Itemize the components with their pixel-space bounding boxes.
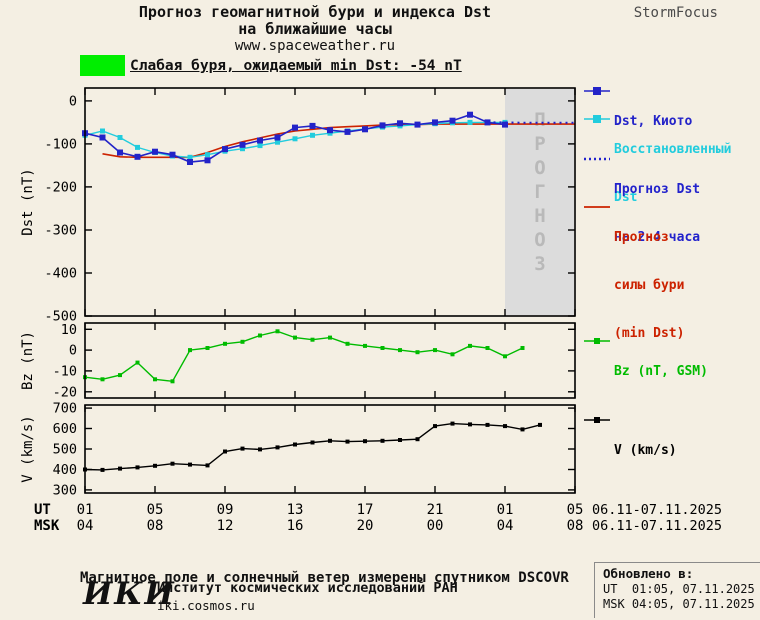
svg-text:04: 04 xyxy=(77,518,94,534)
svg-text:300: 300 xyxy=(53,482,77,498)
svg-text:О: О xyxy=(534,157,545,179)
legend-entry-dst-forecast: Прогноз Dst на 2-4 часа xyxy=(584,150,700,278)
updated-title: Обновлено в: xyxy=(603,566,694,581)
svg-text:05: 05 xyxy=(147,502,164,518)
svg-text:13: 13 xyxy=(287,502,304,518)
legend-entry-bz: Bz (nT, GSM) xyxy=(584,332,708,412)
legend-marker-v-icon xyxy=(584,417,610,423)
iki-logo: ИКИ xyxy=(83,576,176,612)
legend-marker-dst-restored-icon xyxy=(584,115,610,123)
legend-label: Прогноз Dst xyxy=(614,182,701,197)
data-source-note: Магнитное поле и солнечный ветер измерен… xyxy=(80,535,569,620)
svg-text:З: З xyxy=(534,253,545,275)
svg-text:-10: -10 xyxy=(53,363,77,379)
svg-text:Bz (nT): Bz (nT) xyxy=(20,331,36,390)
svg-text:0: 0 xyxy=(69,343,77,359)
page-title: Прогноз геомагнитной бури и индекса Dst … xyxy=(20,4,610,55)
svg-text:500: 500 xyxy=(53,442,77,458)
svg-text:17: 17 xyxy=(357,502,374,518)
svg-text:04: 04 xyxy=(497,518,514,534)
svg-text:20: 20 xyxy=(357,518,374,534)
updated-msk: MSK 04:05, 07.11.2025 xyxy=(603,597,755,611)
svg-text:08: 08 xyxy=(147,518,164,534)
svg-text:16: 16 xyxy=(287,518,304,534)
legend-label: V (km/s) xyxy=(614,443,677,458)
legend-label: Dst, Киото xyxy=(614,114,693,129)
spaceweather-link[interactable]: www.spaceweather.ru xyxy=(234,38,396,54)
legend-label: (min Dst) xyxy=(614,326,685,341)
institute-name: Институт космических исследований РАН xyxy=(157,580,458,596)
legend-label: Bz (nT, GSM) xyxy=(614,364,708,379)
svg-text:П: П xyxy=(534,109,545,131)
svg-text:-300: -300 xyxy=(44,223,77,239)
storm-level-swatch xyxy=(80,55,125,76)
svg-text:06.11-07.11.2025: 06.11-07.11.2025 xyxy=(592,502,722,518)
svg-text:MSK: MSK xyxy=(34,518,60,534)
svg-text:V (km/s): V (km/s) xyxy=(20,415,36,482)
brand-label: StormFocus xyxy=(633,5,718,21)
legend-marker-dst-forecast-icon xyxy=(584,157,610,161)
legend-entry-storm-forecast: Прогноз силы бури (min Dst) xyxy=(584,198,684,374)
legend-marker-bz-icon xyxy=(584,338,610,344)
svg-text:01: 01 xyxy=(497,502,514,518)
legend-marker-storm-forecast-icon xyxy=(584,206,610,208)
legend-label: Восстановленный xyxy=(614,142,732,157)
updated-ut: UT 01:05, 07.11.2025 xyxy=(603,582,755,596)
svg-text:06.11-07.11.2025: 06.11-07.11.2025 xyxy=(592,518,722,534)
svg-text:10: 10 xyxy=(61,322,77,338)
legend-entry-dst-restored: Восстановленный Dst xyxy=(584,110,731,238)
legend-label: на 2-4 часа xyxy=(614,230,701,245)
svg-text:Г: Г xyxy=(534,181,545,203)
svg-text:05: 05 xyxy=(567,502,584,518)
svg-text:-500: -500 xyxy=(44,309,77,325)
svg-text:21: 21 xyxy=(427,502,444,518)
svg-text:01: 01 xyxy=(77,502,94,518)
svg-text:700: 700 xyxy=(53,401,77,417)
svg-text:400: 400 xyxy=(53,462,77,478)
legend-label: Dst xyxy=(614,190,638,205)
title-line2: на ближайшие часы xyxy=(238,20,392,38)
legend-entry-dst-kyoto: Dst, Киото xyxy=(584,82,692,162)
legend-entry-v: V (km/s) xyxy=(584,411,677,491)
svg-text:00: 00 xyxy=(427,518,444,534)
svg-text:-400: -400 xyxy=(44,266,77,282)
legend-marker-dst-kyoto-icon xyxy=(584,87,610,95)
svg-text:-20: -20 xyxy=(53,384,77,400)
svg-text:09: 09 xyxy=(217,502,234,518)
svg-text:О: О xyxy=(534,229,545,251)
svg-text:-200: -200 xyxy=(44,179,77,195)
svg-text:08: 08 xyxy=(567,518,584,534)
updated-box: Обновлено в: UT 01:05, 07.11.2025 MSK 04… xyxy=(594,562,760,618)
note-line1: Магнитное поле и солнечный ветер измерен… xyxy=(80,570,569,586)
legend-label: Прогноз xyxy=(614,230,669,245)
svg-text:Р: Р xyxy=(534,133,545,155)
title-line1: Прогноз геомагнитной бури и индекса Dst xyxy=(138,3,492,21)
svg-text:UT: UT xyxy=(34,502,51,518)
svg-text:0: 0 xyxy=(69,93,77,109)
svg-text:600: 600 xyxy=(53,421,77,437)
svg-text:12: 12 xyxy=(217,518,234,534)
storm-alert-text: Слабая буря, ожидаемый min Dst: -54 nT xyxy=(130,58,462,74)
svg-text:Dst (nT): Dst (nT) xyxy=(20,168,36,235)
legend-label: силы бури xyxy=(614,278,685,293)
svg-text:Н: Н xyxy=(534,205,545,227)
iki-site-link[interactable]: iki.cosmos.ru xyxy=(157,598,255,613)
svg-text:-100: -100 xyxy=(44,136,77,152)
